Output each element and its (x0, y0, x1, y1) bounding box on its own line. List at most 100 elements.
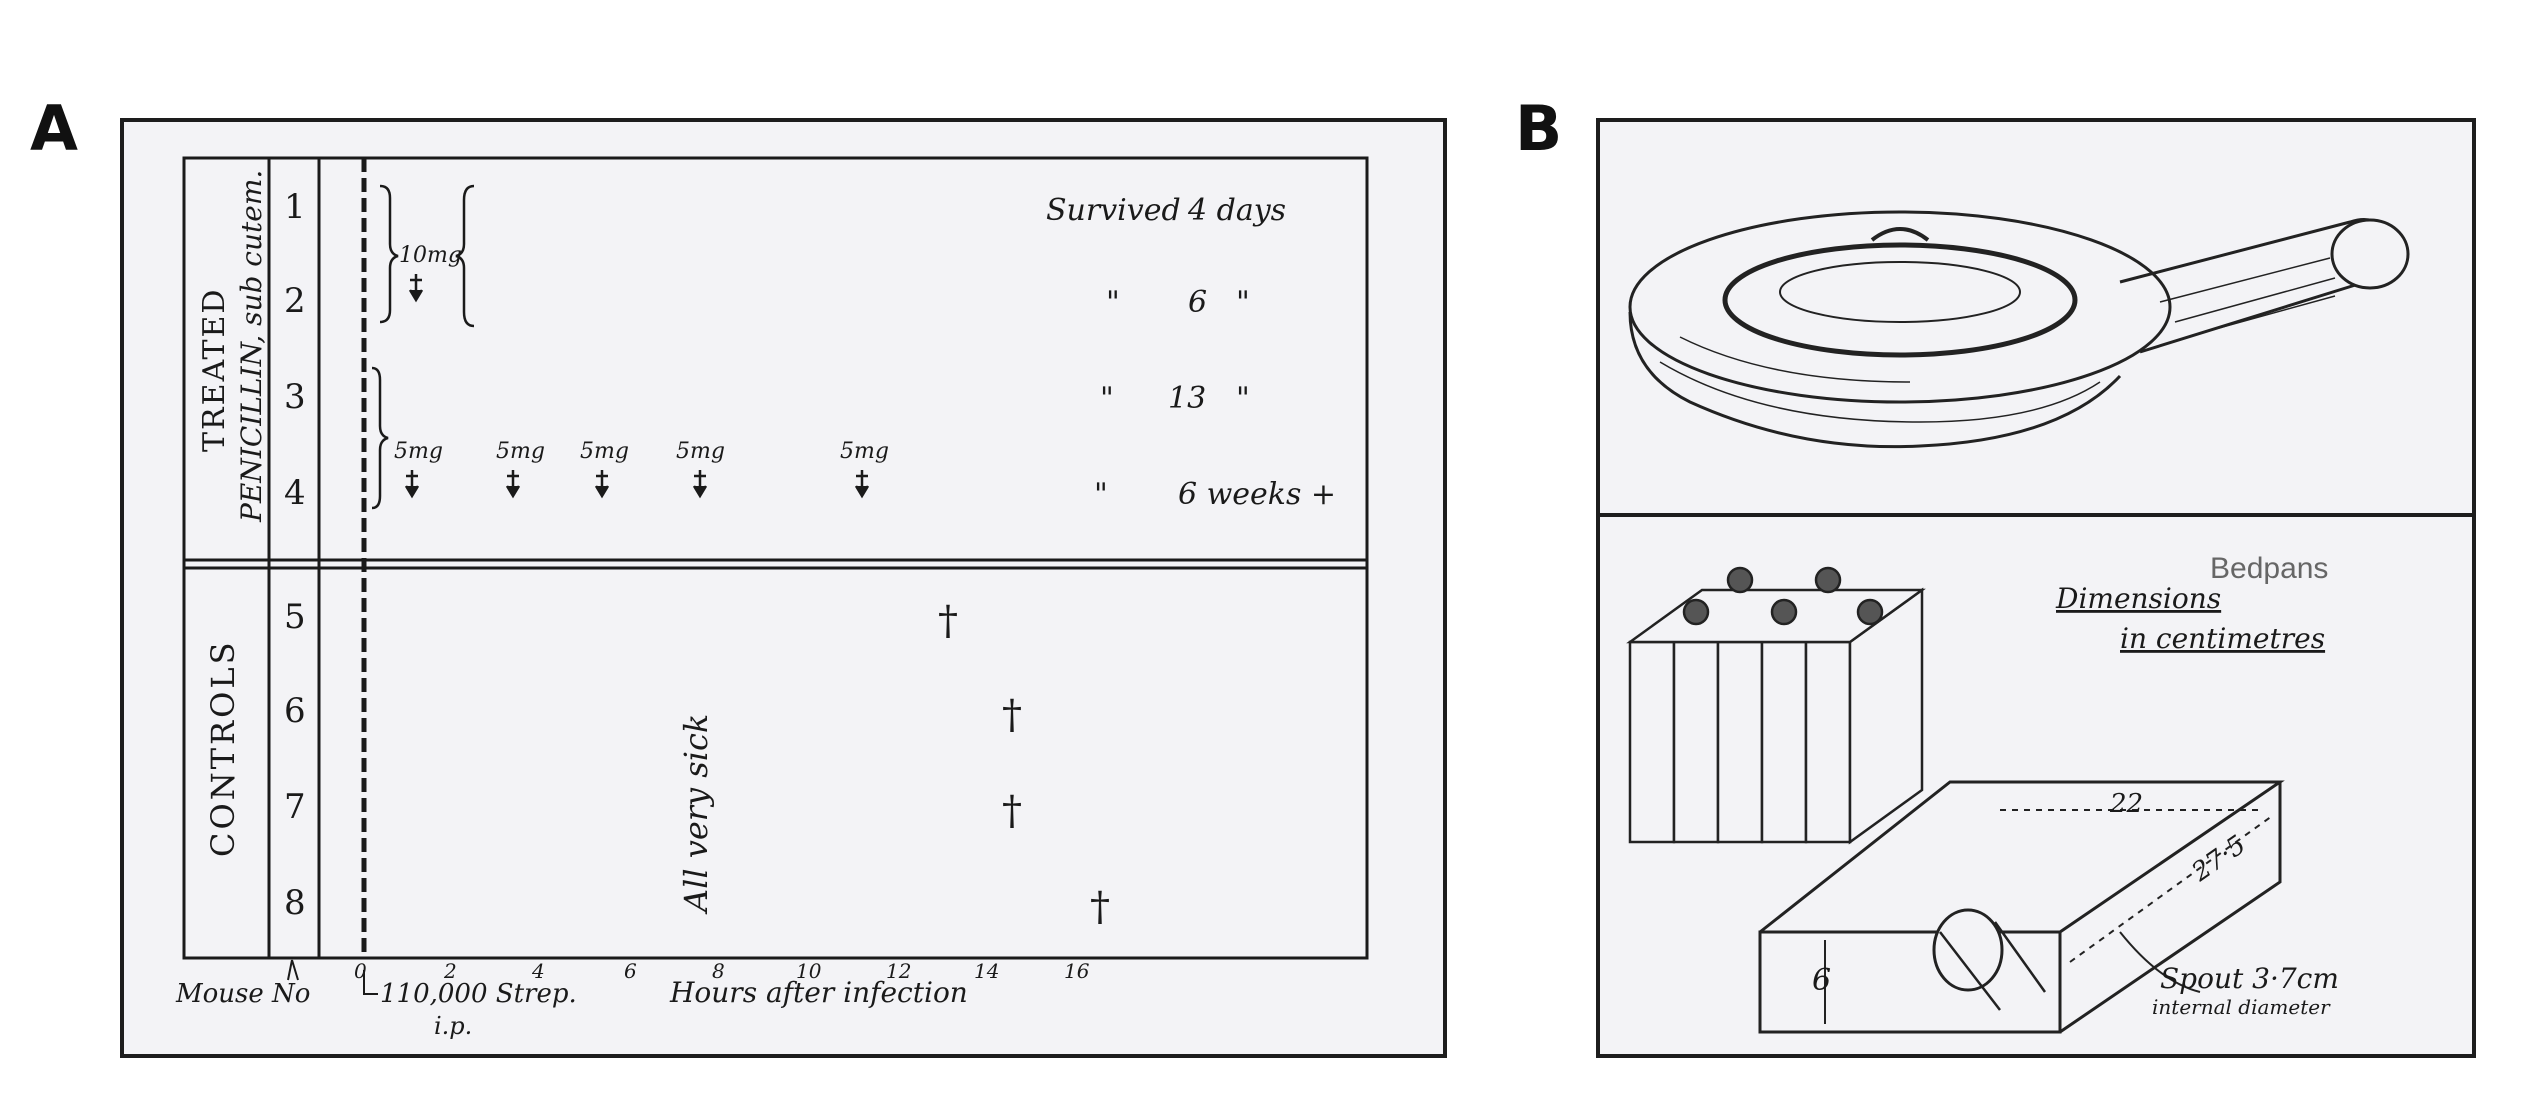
stacked-spout (1726, 566, 1754, 594)
x-axis-label: Hours after infection (669, 976, 968, 1009)
dose-arrows (404, 274, 870, 499)
dose-arrow (692, 470, 708, 499)
stacked-spout (1682, 598, 1710, 626)
handle-shading (2159, 257, 2336, 337)
x-tick-label: 10 (796, 959, 822, 983)
strep-label: 110,000 Strep. (380, 979, 577, 1009)
all-very-sick-note: All very sick (677, 714, 715, 915)
mouse-number: 7 (284, 787, 306, 827)
dose-label-5mg: 5mg (496, 439, 545, 464)
mouse-number-column: 1 2 3 4 5 6 7 8 (284, 187, 306, 923)
x-tick-label: 8 (712, 959, 725, 983)
outcome-ditto-mouse-3: " (1100, 381, 1114, 416)
group-label-penicillin: PENICILLIN, sub cutem. (235, 170, 268, 523)
bedpan-drawings: Dimensions in centimetres 22 27·5 6 Spou… (1600, 210, 2472, 1034)
brace-mice-1-2-right (455, 184, 475, 328)
outcome-tail-mouse-3: " (1236, 381, 1250, 416)
x-tick-label: 0 (354, 959, 367, 983)
death-marks: † † † † (938, 598, 1110, 930)
dose-arrow (404, 470, 420, 499)
bedpan-body-side (1628, 311, 2122, 449)
strep-pointer (363, 970, 378, 995)
x-axis-ticks: 0 2 4 6 8 10 12 14 16 (354, 959, 1090, 983)
dose-arrow (854, 470, 870, 499)
dose-label-10mg: 10mg (399, 243, 462, 268)
outcome-ditto-mouse-4: " (1094, 477, 1108, 512)
dim-width-label: 22 (2109, 789, 2143, 819)
stacked-bedpans-illustration (1626, 566, 1926, 845)
death-mark-mouse-7: † (1002, 788, 1022, 834)
death-mark-mouse-6: † (1002, 692, 1022, 738)
x-tick-label: 4 (531, 959, 545, 983)
panel-a-figure: TREATED PENICILLIN, sub cutem. CONTROLS … (120, 118, 1447, 1058)
bedpans-caption: Bedpans (2210, 552, 2328, 585)
x-tick-label: 6 (624, 959, 637, 983)
table-frame (182, 156, 1369, 960)
stacked-spout (1856, 598, 1884, 626)
outcome-column: Survived 4 days " 6 " " 13 " " 6 weeks + (1046, 193, 1336, 512)
dimensioned-bedpan-illustration (1758, 780, 2285, 1034)
mouse-no-label: Mouse No (175, 979, 310, 1009)
dim-length-line (2069, 815, 2273, 963)
panel-a-letter: A (30, 92, 78, 165)
brace-mice-3-4 (371, 366, 389, 510)
stacked-spout (1770, 598, 1798, 626)
dose-label-5mg: 5mg (840, 439, 889, 464)
dimensions-title-line-1: Dimensions (2055, 582, 2221, 615)
dose-arrow (505, 470, 521, 499)
panel-b-figure: Dimensions in centimetres 22 27·5 6 Spou… (1596, 118, 2476, 1058)
outcome-value-mouse-1: 4 days (1187, 193, 1286, 228)
outcome-value-mouse-3: 13 (1168, 381, 1206, 416)
death-mark-mouse-5: † (938, 598, 958, 644)
stacked-bedpan (1760, 640, 1808, 844)
stacked-spout (1814, 566, 1842, 594)
group-label-controls: CONTROLS (204, 639, 242, 857)
outcome-value-mouse-4: 6 weeks + (1178, 477, 1336, 512)
outcome-value-mouse-2: 6 (1188, 285, 1207, 320)
bedpan-basin (1722, 242, 2078, 358)
stacked-bedpan (1628, 640, 1676, 844)
bedpan-body-top (1628, 210, 2172, 404)
panel-b-letter: B (1515, 92, 1563, 165)
spout-sub-label: internal diameter (2152, 995, 2331, 1019)
dose-label-5mg: 5mg (676, 439, 725, 464)
bedpan-handle-cap (2330, 218, 2410, 290)
x-tick-label: 2 (443, 959, 457, 983)
stacked-bedpan (1672, 640, 1720, 844)
x-tick-label: 16 (1064, 959, 1090, 983)
spout-pointer (2119, 931, 2201, 993)
bedpan-knob (1870, 227, 1930, 242)
dose-label-5mg: 5mg (394, 439, 443, 464)
survived-label: Survived (1046, 193, 1181, 228)
outcome-tail-mouse-2: " (1236, 285, 1250, 320)
number-column-marker (287, 959, 299, 981)
mouse-number: 3 (284, 377, 306, 417)
box-top (1759, 780, 2285, 934)
dimensions-title-line-2: in centimetres (2120, 622, 2325, 655)
spout-opening (1932, 908, 2004, 992)
dose-arrow (594, 470, 610, 499)
x-tick-label: 14 (974, 959, 999, 983)
mouse-number: 5 (284, 597, 306, 637)
bedpan-shading (1659, 336, 2101, 423)
box-front (1758, 930, 2062, 1034)
spout-tube (1939, 921, 2047, 1011)
brace-mice-1-2-left (379, 184, 399, 324)
box-side (2059, 782, 2282, 1034)
stacked-bedpan (1716, 640, 1764, 844)
mouse-number: 2 (284, 281, 306, 321)
x-tick-label: 12 (886, 959, 911, 983)
ip-label: i.p. (434, 1012, 472, 1040)
death-mark-mouse-8: † (1090, 884, 1110, 930)
bedpan-lid (1779, 261, 2021, 323)
outcome-ditto-mouse-2: " (1106, 285, 1120, 320)
mouse-number: 6 (284, 691, 306, 731)
dose-arrow (408, 274, 424, 303)
dose-label-5mg: 5mg (580, 439, 629, 464)
round-bedpan-illustration (1628, 210, 2410, 449)
experiment-chart: TREATED PENICILLIN, sub cutem. CONTROLS … (175, 156, 1369, 1040)
group-label-treated: TREATED (197, 288, 232, 452)
mouse-number: 1 (284, 187, 306, 227)
dim-height-label: 6 (1812, 963, 1831, 998)
dose-labels-5mg: 5mg 5mg 5mg 5mg 5mg (394, 439, 889, 464)
